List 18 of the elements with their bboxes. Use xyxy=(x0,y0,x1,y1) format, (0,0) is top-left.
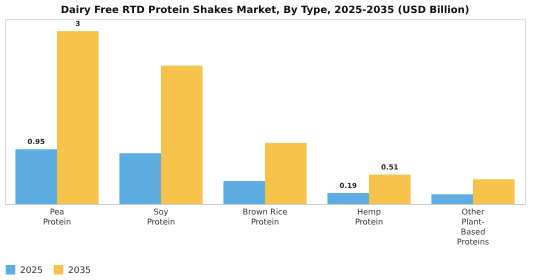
bar xyxy=(119,153,161,204)
legend-label: 2025 xyxy=(20,266,43,276)
bar xyxy=(431,194,473,204)
x-tick-label: Pea Protein xyxy=(42,208,72,226)
bar xyxy=(15,149,57,204)
chart-title: Dairy Free RTD Protein Shakes Market, By Type, 2025-2035 (USD Billion) xyxy=(60,5,470,16)
x-tick-label: Hemp Protein xyxy=(354,208,384,226)
bar xyxy=(369,174,411,204)
bar xyxy=(265,142,307,204)
x-tick-label: Brown Rice Protein xyxy=(242,208,288,226)
legend-label: 2035 xyxy=(68,266,91,276)
bar xyxy=(327,193,369,204)
bar xyxy=(223,180,265,204)
bar xyxy=(57,31,99,204)
x-tick-label: Soy Protein xyxy=(146,208,176,226)
bar xyxy=(473,179,515,204)
bar xyxy=(161,66,203,204)
x-tick-label: Other Plant-Based Proteins xyxy=(456,208,490,246)
